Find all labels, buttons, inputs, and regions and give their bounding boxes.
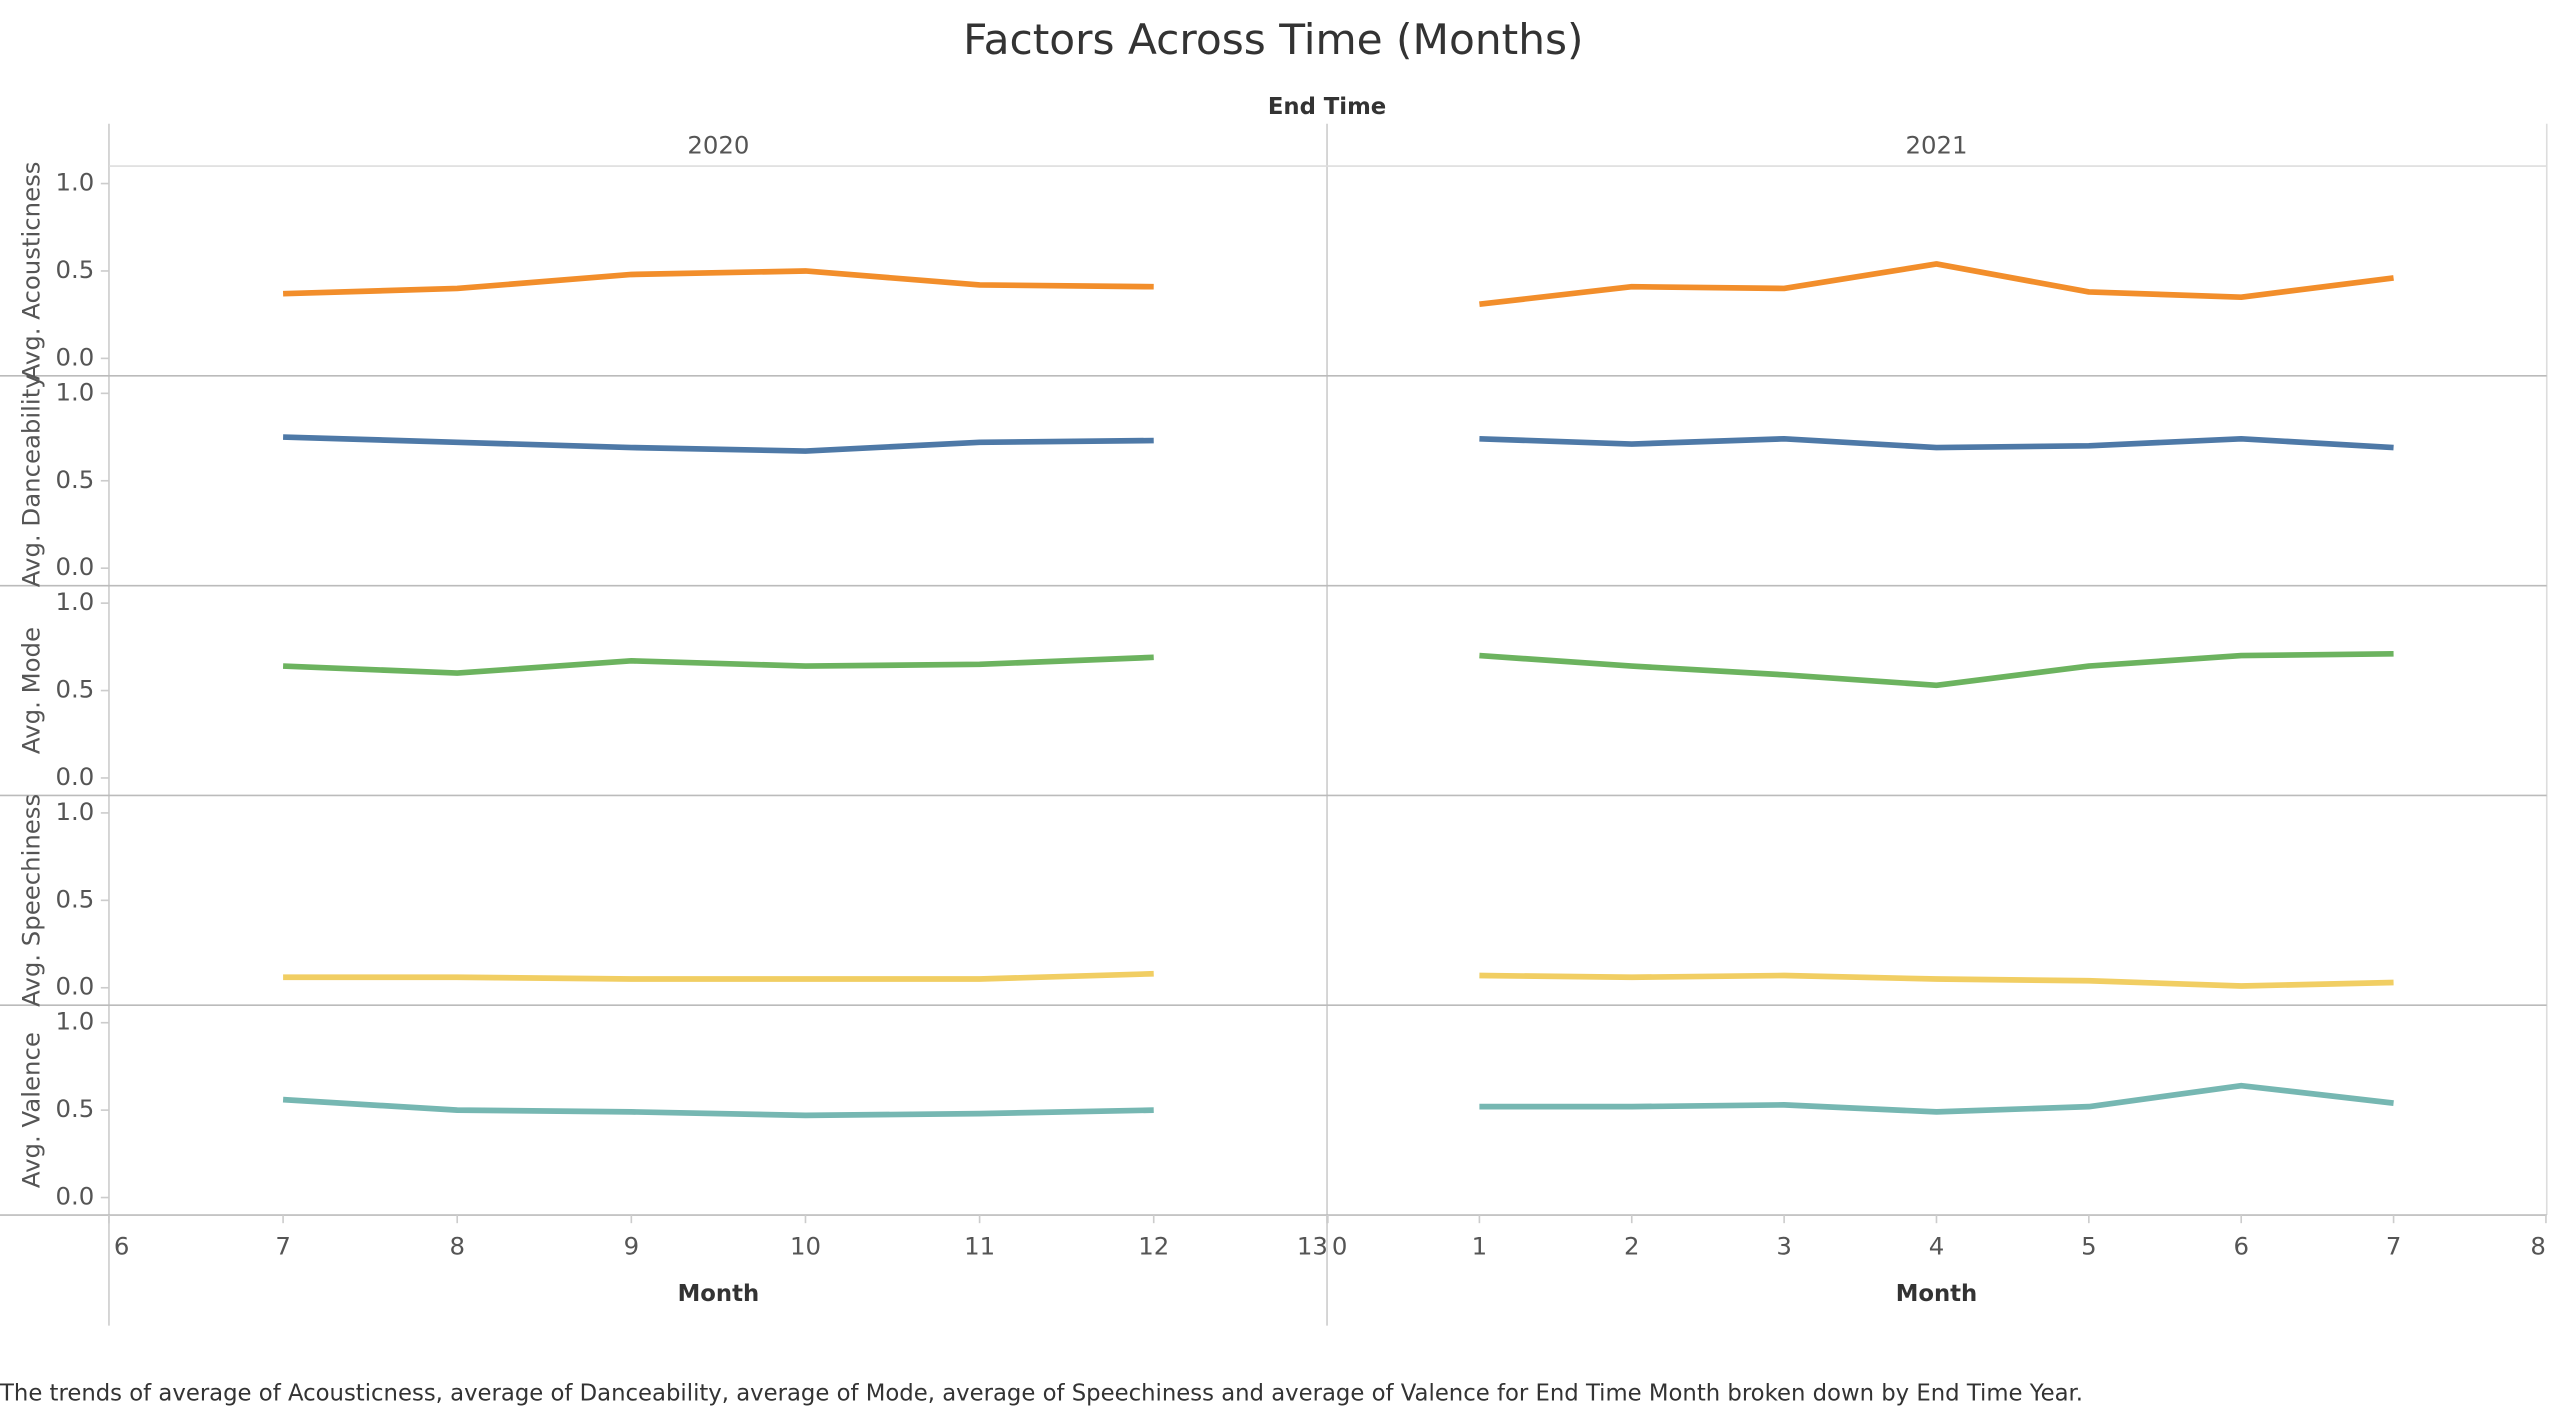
line-series xyxy=(283,434,1154,454)
line-series xyxy=(1479,435,2394,451)
x-tick-label: 0 xyxy=(1332,1232,1348,1261)
line-series xyxy=(1479,650,2394,689)
y-axis-label: Avg. Mode xyxy=(17,627,46,754)
facet-label: End Time xyxy=(1268,94,1386,120)
y-tick-label: 1.0 xyxy=(56,377,95,406)
line-series xyxy=(1479,972,2394,989)
y-tick-label: 0.5 xyxy=(56,884,95,913)
line-series xyxy=(1479,261,2394,308)
y-tick-label: 0.0 xyxy=(56,342,95,371)
x-axis-label: Month xyxy=(678,1281,760,1307)
y-tick-label: 0.0 xyxy=(56,762,95,791)
x-tick-label: 3 xyxy=(1776,1232,1792,1261)
line-series xyxy=(283,268,1154,297)
y-axis-label: Avg. Danceability xyxy=(17,374,46,587)
panel-header: 2021 xyxy=(1905,131,1967,160)
y-tick-label: 0.5 xyxy=(56,465,95,494)
y-tick-label: 0.0 xyxy=(56,1182,95,1211)
line-series xyxy=(282,654,1154,676)
line-series xyxy=(283,970,1154,982)
y-tick-label: 1.0 xyxy=(56,168,95,197)
x-tick-label: 6 xyxy=(2233,1232,2249,1261)
x-tick-label: 4 xyxy=(1929,1232,1945,1261)
x-tick-label: 7 xyxy=(275,1232,291,1261)
chart-title: Factors Across Time (Months) xyxy=(963,15,1583,64)
x-tick-label: 9 xyxy=(624,1232,640,1261)
y-axis-label: Avg. Acousticness xyxy=(17,162,46,381)
y-tick-label: 1.0 xyxy=(56,797,95,826)
line-series xyxy=(282,1096,1154,1119)
y-tick-label: 0.5 xyxy=(56,1094,95,1123)
x-tick-label: 5 xyxy=(2081,1232,2097,1261)
y-axis-label: Avg. Valence xyxy=(17,1032,46,1188)
x-axis-label: Month xyxy=(1896,1281,1978,1307)
x-tick-label: 1 xyxy=(1472,1232,1488,1261)
x-tick-label: 11 xyxy=(964,1232,995,1261)
y-tick-label: 0.0 xyxy=(56,552,95,581)
x-tick-label: 2 xyxy=(1624,1232,1640,1261)
x-tick-label: 13 xyxy=(1297,1232,1328,1261)
x-tick-label: 7 xyxy=(2386,1232,2402,1261)
caption: The trends of average of Acousticness, a… xyxy=(0,1380,2083,1406)
line-series xyxy=(1479,1082,2394,1115)
y-tick-label: 0.5 xyxy=(56,255,95,284)
y-tick-label: 1.0 xyxy=(56,1007,95,1036)
x-tick-label: 6 xyxy=(114,1232,130,1261)
panel-header: 2020 xyxy=(687,131,749,160)
x-tick-label: 8 xyxy=(2530,1232,2546,1261)
x-tick-label: 10 xyxy=(790,1232,821,1261)
y-tick-label: 1.0 xyxy=(56,587,95,616)
x-tick-label: 12 xyxy=(1138,1232,1169,1261)
y-tick-label: 0.5 xyxy=(56,675,95,704)
x-tick-label: 8 xyxy=(449,1232,465,1261)
y-tick-label: 0.0 xyxy=(56,972,95,1001)
y-axis-label: Avg. Speechiness xyxy=(17,794,46,1007)
